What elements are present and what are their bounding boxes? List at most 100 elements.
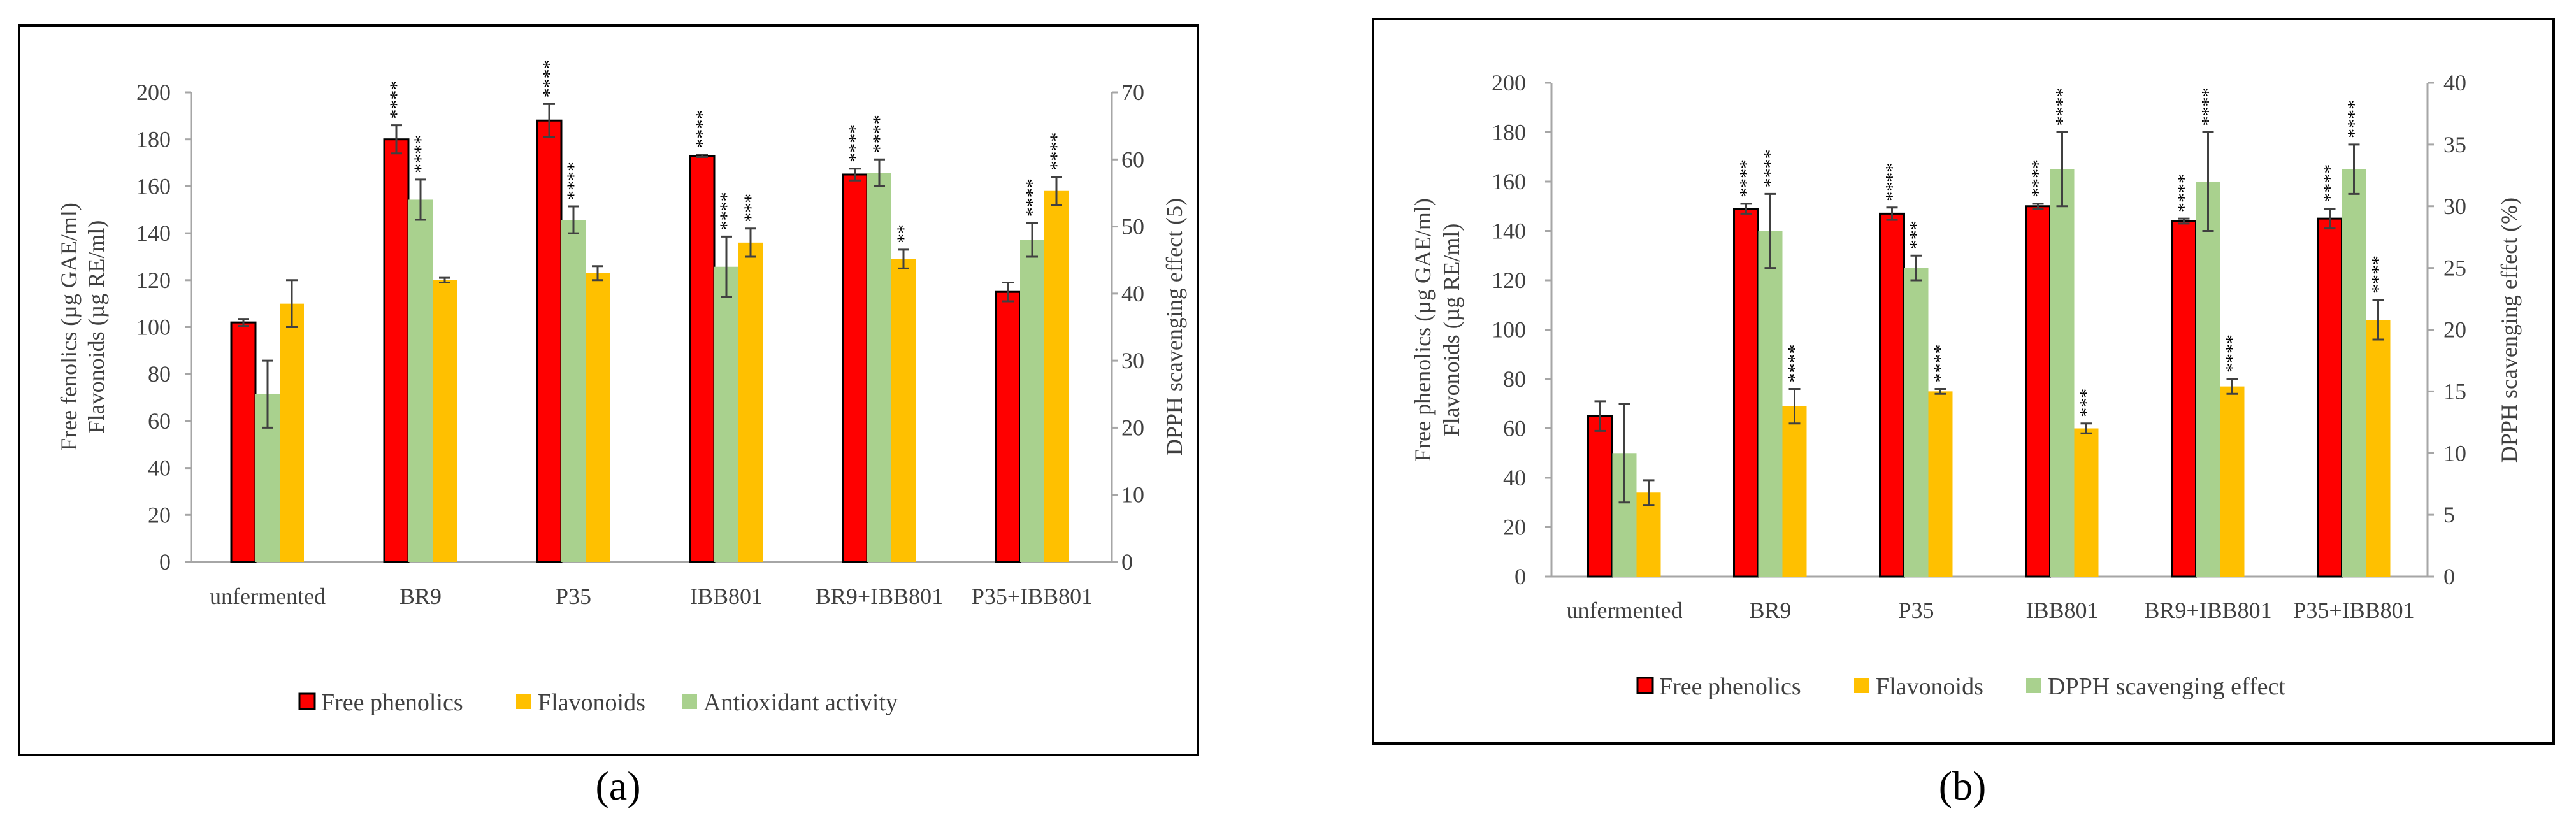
bar-flavonoids-unfermented-a (280, 303, 304, 562)
y-left-tick-label-b: 180 (1492, 120, 1526, 145)
bar-free-phenolics-ibb801-a (689, 154, 716, 563)
y-left-tick-label-a: 0 (159, 549, 171, 575)
legend-swatch-flavonoids-b (1854, 678, 1869, 693)
bar-flavonoids-br9-ibb801-a (891, 259, 916, 562)
significance-label-b: **** (2052, 88, 2073, 126)
x-tick-label-a: IBB801 (690, 584, 763, 609)
significance-label-b: **** (2320, 164, 2341, 203)
y-left-tick-label-a: 40 (148, 455, 171, 481)
x-tick-label-b: IBB801 (2026, 598, 2098, 623)
bar-free-phenolics-p35-b (1879, 212, 1905, 578)
bar-antioxidant-activity-p35-ibb801-a (1020, 240, 1044, 562)
significance-label-b: **** (1785, 345, 1806, 383)
bar-antioxidant-activity-br9-ibb801-a (867, 173, 891, 562)
y-right-tick-label-b: 10 (2443, 440, 2466, 466)
y-left-label-line1-b: Free phenolics (µg GAE/ml) (1410, 198, 1436, 462)
legend-label-free-phenolics-b: Free phenolics (1659, 673, 1801, 700)
x-tick-label-a: BR9+IBB801 (816, 584, 943, 609)
panel-caption-b: (b) (1939, 763, 1987, 808)
y-left-label-line2-b: Flavonoids (µg RE/ml) (1439, 224, 1464, 437)
bar-dpph-scavenging-effect-p35-ibb801-b (2342, 169, 2366, 577)
y-right-tick-label-b: 25 (2443, 255, 2466, 281)
y-left-tick-label-b: 60 (1503, 416, 1526, 441)
y-left-tick-label-a: 120 (136, 268, 171, 293)
significance-label-b: **** (2222, 334, 2243, 373)
plot-area-b: 0 20 40 60 80 100 120 140 160 180 200 0 5 10 15 20 25 30 3… (1492, 70, 2466, 623)
y-left-tick-label-b: 140 (1492, 219, 1526, 244)
y-left-tick-label-a: 200 (136, 80, 171, 105)
y-left-tick-label-b: 40 (1503, 465, 1526, 491)
significance-label-b: **** (2174, 174, 2195, 212)
y-left-tick-label-a: 80 (148, 361, 171, 387)
bar-dpph-scavenging-effect-br9-b (1758, 231, 1783, 577)
bar-free-phenolics-br9-a (383, 138, 410, 563)
y-left-tick-label-b: 100 (1492, 317, 1526, 343)
significance-label-a: **** (869, 115, 890, 153)
y-right-tick-label-a: 40 (1121, 281, 1144, 306)
y-left-tick-label-b: 120 (1492, 268, 1526, 293)
legend-swatch-free-phenolics-b (1636, 677, 1654, 694)
bar-flavonoids-p35-ibb801-a (1044, 190, 1069, 562)
bar-free-phenolics-unfermented-a (230, 321, 257, 563)
x-tick-label-b: unfermented (1567, 598, 1683, 623)
bar-free-phenolics-p35-ibb801-a (995, 290, 1021, 563)
x-tick-label-a: P35 (556, 584, 591, 609)
x-tick-label-a: unfermented (210, 584, 326, 609)
bar-flavonoids-p35-b (1928, 391, 1953, 577)
chart-panel-b: 0 20 40 60 80 100 120 140 160 180 200 0 5 10 15 20 25 30 3… (1372, 18, 2555, 808)
y-left-tick-label-a: 60 (148, 408, 171, 434)
significance-label-a: **** (563, 162, 584, 200)
bar-flavonoids-ibb801-a (738, 242, 763, 562)
y-right-label-b: DPPH scavenging effect (%) (2496, 197, 2522, 463)
x-tick-label-b: P35+IBB801 (2293, 598, 2414, 623)
x-tick-label-b: BR9+IBB801 (2144, 598, 2271, 623)
significance-label-b: *** (2076, 389, 2097, 417)
y-right-tick-label-b: 20 (2443, 317, 2466, 343)
significance-label-a: **** (386, 81, 407, 119)
legend-swatch-dpph-scavenging-effect-b (2026, 678, 2041, 693)
bar-flavonoids-br9-ibb801-b (2220, 386, 2245, 577)
y-right-tick-label-a: 10 (1121, 482, 1144, 508)
y-left-tick-label-b: 20 (1503, 515, 1526, 540)
significance-label-a: ** (893, 224, 914, 243)
x-tick-label-b: BR9 (1749, 598, 1791, 623)
y-right-tick-label-a: 60 (1121, 147, 1144, 172)
legend-a: Free phenolics Flavonoids Antioxidant acti… (298, 689, 898, 716)
y-right-tick-label-a: 70 (1121, 80, 1144, 105)
y-left-tick-label-a: 160 (136, 173, 171, 199)
y-right-tick-label-b: 35 (2443, 132, 2466, 157)
y-right-tick-label-a: 50 (1121, 214, 1144, 240)
bar-flavonoids-br9-a (433, 280, 457, 562)
y-right-label-a: DPPH scavenging effect (5) (1162, 198, 1187, 455)
significance-label-a: **** (692, 110, 713, 148)
y-left-tick-label-a: 180 (136, 127, 171, 152)
bar-dpph-scavenging-effect-p35-b (1904, 268, 1929, 577)
significance-label-b: **** (2344, 100, 2365, 138)
legend-label-dpph-scavenging-effect-b: DPPH scavenging effect (2048, 673, 2285, 700)
bar-flavonoids-br9-b (1782, 406, 1807, 577)
bar-flavonoids-p35-ibb801-b (2366, 320, 2391, 577)
significance-label-b: **** (2368, 255, 2389, 294)
significance-label-b: **** (1882, 163, 1903, 201)
bar-free-phenolics-p35-a (536, 119, 563, 563)
y-right-tick-label-a: 30 (1121, 348, 1144, 373)
x-tick-label-b: P35 (1898, 598, 1934, 623)
y-left-label-line1-a: Free fenolics (µg GAE/ml) (56, 203, 82, 451)
significance-label-a: **** (1022, 178, 1043, 217)
significance-label-b: **** (2198, 88, 2219, 126)
y-left-tick-label-a: 100 (136, 315, 171, 340)
bar-free-phenolics-ibb801-b (2025, 205, 2051, 578)
chart-panel-a: 0 20 40 60 80 100 120 140 160 180 200 0 10 20 30 40 50 60… (18, 24, 1199, 808)
significance-label-a: **** (539, 59, 560, 97)
bar-free-phenolics-p35-ibb801-b (2317, 217, 2343, 578)
significance-label-a: **** (410, 135, 431, 173)
bar-dpph-scavenging-effect-ibb801-b (2050, 169, 2075, 577)
bar-free-phenolics-unfermented-b (1587, 415, 1613, 578)
y-right-tick-label-a: 0 (1121, 549, 1133, 575)
x-tick-label-a: BR9 (399, 584, 442, 609)
legend-label-flavonoids-b: Flavonoids (1876, 673, 1983, 700)
x-tick-label-a: P35+IBB801 (972, 584, 1093, 609)
significance-label-a: **** (1046, 133, 1067, 171)
legend-swatch-flavonoids-a (516, 694, 531, 709)
y-right-tick-label-b: 30 (2443, 194, 2466, 219)
